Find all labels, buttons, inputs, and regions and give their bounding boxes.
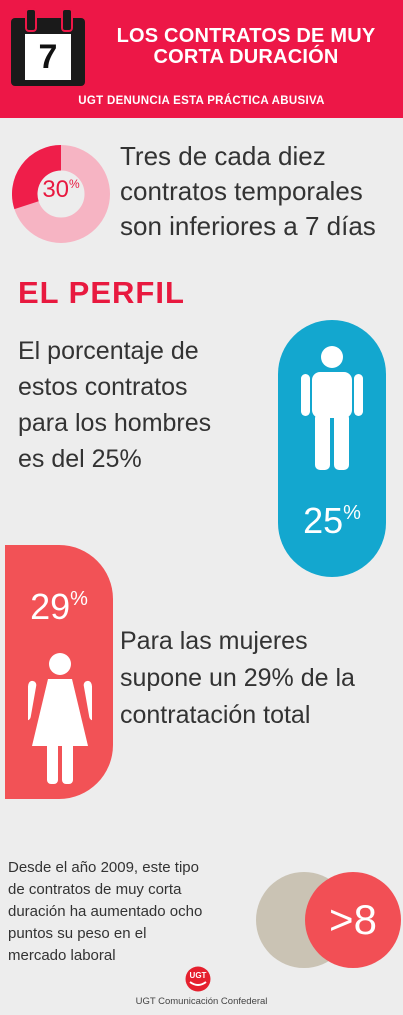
men-text: El porcentaje de estos contratos para lo…	[18, 337, 212, 473]
short-contracts-text: Tres de cada diez contratos temporales s…	[120, 141, 376, 241]
calendar-day: 7	[25, 34, 71, 80]
men-percent: 25%	[303, 500, 361, 541]
ugt-logo: UGT	[185, 966, 211, 992]
growth-value: >8	[329, 896, 377, 943]
man-icon	[301, 346, 363, 470]
growth-text: Desde el año 2009, este tipo de contrato…	[8, 859, 203, 964]
page-title: LOS CONTRATOS DE MUY CORTA DURACIÓN	[116, 25, 376, 68]
ugt-logo-text: UGT	[190, 971, 207, 980]
calendar-icon: 7	[11, 8, 85, 86]
women-text: Para las mujeres supone un 29% de la con…	[120, 627, 355, 729]
woman-icon	[28, 653, 92, 784]
profile-heading: EL PERFIL	[18, 275, 185, 310]
women-percent: 29%	[30, 586, 88, 627]
donut-chart-30	[12, 145, 110, 243]
footer-credit: UGT Comunicación Confederal	[135, 996, 268, 1007]
donut-arc	[12, 145, 62, 210]
page-subtitle: UGT DENUNCIA ESTA PRÁCTICA ABUSIVA	[78, 95, 325, 107]
growth-circle-red	[305, 872, 401, 968]
donut-value: 30%	[42, 176, 80, 203]
